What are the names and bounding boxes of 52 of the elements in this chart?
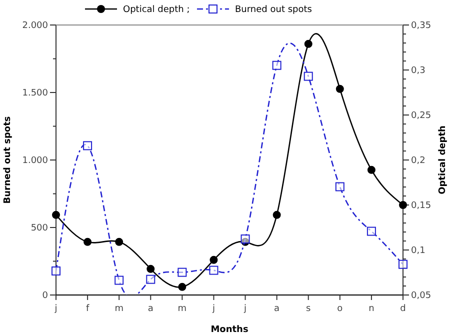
x-tick-label: m (114, 304, 124, 314)
x-tick-label: j (211, 304, 215, 314)
point (178, 268, 187, 277)
x-tick-label: a (274, 304, 280, 314)
point (209, 266, 218, 275)
x-tick-label: d (400, 304, 406, 314)
point (367, 166, 376, 174)
y2-tick-label: 0,05 (411, 291, 432, 302)
x-tick-label: m (178, 304, 187, 314)
point (178, 282, 186, 291)
y2-tick-label: 0,1 (411, 246, 426, 256)
x-tick-label: f (86, 304, 90, 314)
point (304, 72, 313, 81)
point (304, 40, 312, 48)
y2-tick-label: 0,25 (411, 111, 432, 122)
point (210, 256, 218, 264)
y-axis-title: Burned out spots (3, 116, 13, 204)
y-tick-label: 2.000 (22, 21, 48, 32)
point (146, 264, 155, 273)
y2-tick-label: 0,15 (411, 201, 432, 212)
y-tick-label: 0 (42, 291, 48, 302)
point (115, 238, 124, 246)
point (272, 210, 281, 219)
point (146, 274, 156, 284)
x-tick-label: j (54, 304, 58, 314)
x-tick-label: n (368, 304, 374, 314)
y-tick-label: 1.000 (22, 156, 48, 166)
x-tick-label: s (306, 304, 312, 314)
y2-tick-label: 0,35 (411, 21, 432, 32)
point (52, 266, 60, 276)
point (335, 182, 344, 192)
point (399, 201, 407, 209)
x-tick-label: a (148, 304, 154, 314)
y2-tick-label: 0,3 (411, 66, 426, 76)
legend-label: Optical depth ; (123, 5, 190, 16)
point (114, 276, 124, 285)
x-axis-title: Months (210, 325, 248, 334)
point (398, 260, 408, 269)
x-tick-label: o (337, 304, 344, 314)
y-tick-label: 500 (30, 224, 48, 234)
y-tick-label: 1.500 (22, 88, 48, 99)
point (84, 238, 92, 246)
point (272, 60, 282, 70)
legend-label: Burned out spots (235, 5, 312, 16)
x-tick-label: j (243, 304, 247, 314)
point (83, 141, 92, 150)
y2-tick-label: 0,2 (411, 156, 426, 166)
y2-axis-title: Optical depth (438, 126, 448, 194)
point (336, 84, 344, 93)
point (52, 210, 60, 219)
point (366, 226, 376, 236)
point (240, 234, 250, 244)
